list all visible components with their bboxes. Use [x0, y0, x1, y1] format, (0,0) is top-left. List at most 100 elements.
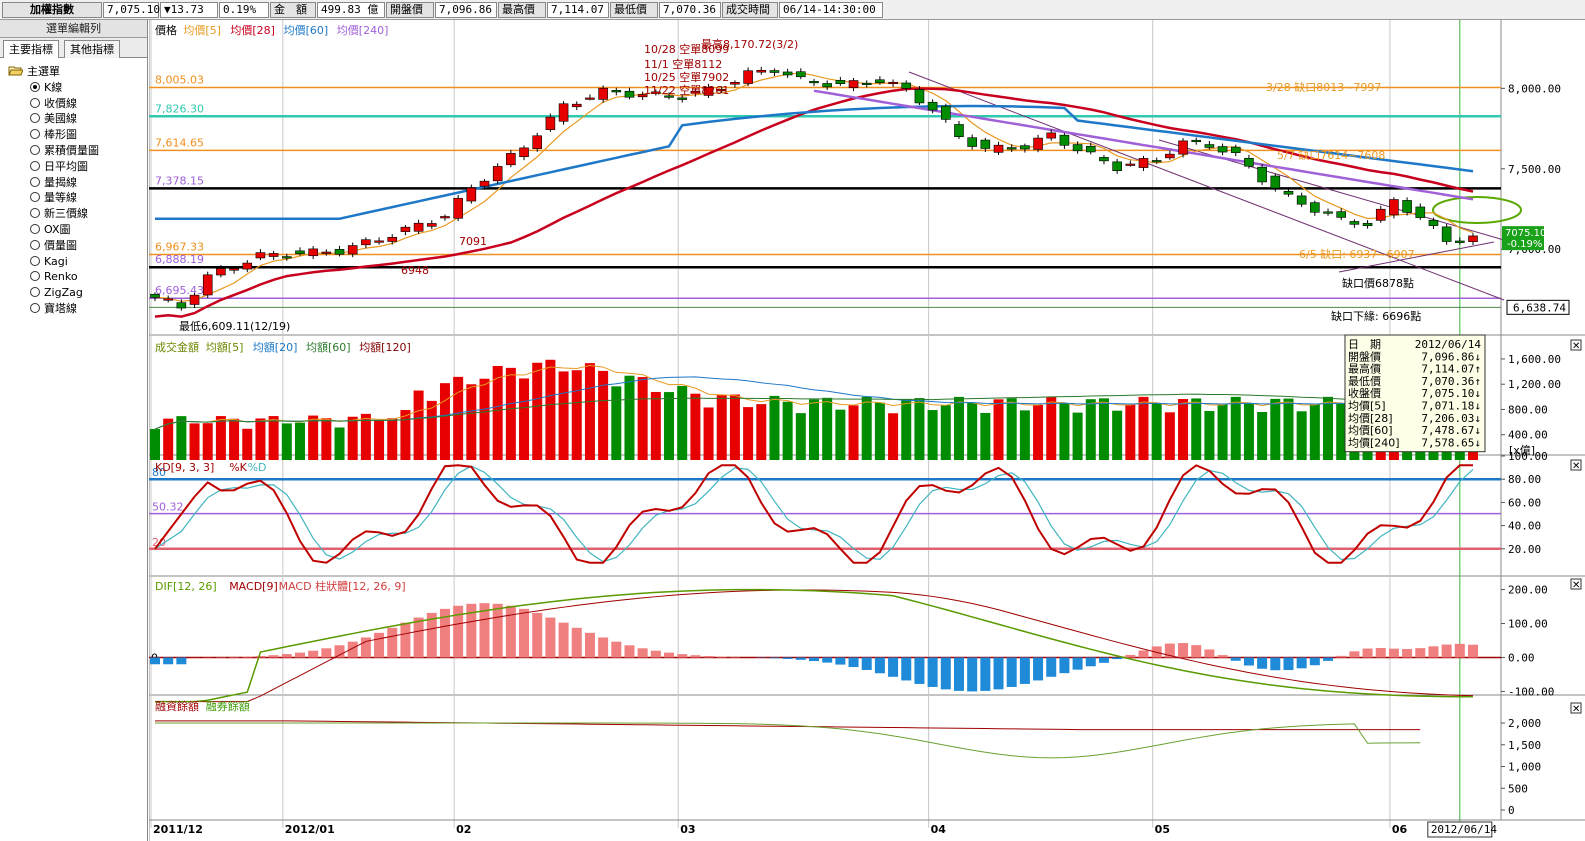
candle-body [809, 81, 819, 84]
radio-icon[interactable] [30, 129, 40, 140]
candle-body [1244, 157, 1254, 167]
candle-body [189, 294, 200, 305]
candle-body [308, 248, 318, 257]
radio-icon[interactable] [30, 302, 40, 313]
menu-item-11[interactable]: Kagi [4, 254, 143, 270]
candle-body [1204, 144, 1215, 148]
radio-icon[interactable] [30, 97, 40, 108]
price-change-pct: 0.19% [219, 2, 269, 18]
menu-item-9[interactable]: OX圖 [4, 222, 143, 238]
anno-7091: 7091 [459, 235, 487, 248]
macd-histogram-bar [1125, 654, 1136, 658]
tooltip-value: 7,478.67↓ [1421, 424, 1481, 437]
candle-body [1033, 137, 1043, 150]
volume-bar [400, 410, 411, 460]
x-tick-label: 03 [680, 823, 695, 836]
macd-histogram-bar [1375, 647, 1386, 658]
menu-item-10[interactable]: 價量圖 [4, 238, 143, 254]
radio-icon[interactable] [30, 208, 40, 219]
volume-bar [1112, 410, 1123, 460]
volume-bar [1006, 398, 1017, 460]
menu-item-0[interactable]: K線 [4, 80, 143, 96]
ma5-line [154, 72, 1474, 303]
macd-histogram-bar [1072, 657, 1083, 670]
radio-icon[interactable] [30, 223, 40, 234]
menu-item-6[interactable]: 量揭線 [4, 175, 143, 191]
candle-body [1072, 144, 1083, 152]
index-name[interactable]: 加權指數 [2, 2, 102, 18]
radio-icon[interactable] [30, 160, 40, 171]
chart-area[interactable]: 8,005.03 7,826.30 7,614.65 7,378.15 6,967.33… [149, 20, 1585, 841]
candle-body [1178, 140, 1188, 155]
radio-icon[interactable] [30, 287, 40, 298]
macd-histogram-bar [334, 645, 345, 658]
y-tick-label: 100.00 [1508, 450, 1548, 463]
anno-high: 最高8,170.72(3/2) [701, 37, 798, 51]
y-tick-label: 1,600.00 [1508, 353, 1561, 366]
tab-other-indicators[interactable]: 其他指標 [64, 40, 120, 58]
trendline-support[interactable] [1338, 241, 1495, 273]
macd-histogram-bar [374, 632, 385, 658]
radio-icon[interactable] [30, 255, 40, 266]
menu-item-8[interactable]: 新三價線 [4, 206, 143, 222]
price-level-label: 6,888.19 [155, 253, 204, 266]
volume-bar [545, 359, 556, 460]
tab-main-indicators[interactable]: 主要指標 [3, 40, 59, 58]
menu-item-1[interactable]: 收價線 [4, 96, 143, 112]
menu-item-4[interactable]: 累積價量圖 [4, 143, 143, 159]
menu-item-12[interactable]: Renko [4, 269, 143, 285]
radio-icon[interactable] [30, 176, 40, 187]
macd-histogram-bar [1349, 651, 1360, 658]
trendline-upper[interactable] [908, 71, 1505, 301]
candle-body [1165, 153, 1175, 159]
volume-bar [809, 399, 819, 460]
radio-icon[interactable] [30, 81, 40, 92]
candle-body [716, 89, 727, 92]
ma60-line [155, 104, 1474, 220]
tooltip-value: 7,206.03↓ [1421, 412, 1481, 425]
candle-body [1283, 190, 1294, 195]
radio-icon[interactable] [30, 192, 40, 203]
last-price-value: 7075.10 [1505, 228, 1546, 239]
volume-bar [1191, 398, 1202, 460]
anno-gap-507: 5/7 缺口7614~7608 [1277, 148, 1385, 162]
candle-body [664, 95, 674, 98]
macd-histogram-bar [584, 632, 595, 658]
macd-histogram-bar [532, 612, 543, 658]
radio-icon[interactable] [30, 113, 40, 124]
radio-icon[interactable] [30, 144, 40, 155]
radio-icon[interactable] [30, 271, 40, 282]
radio-icon[interactable] [30, 239, 40, 250]
menu-item-7[interactable]: 量等線 [4, 190, 143, 206]
menu-item-3[interactable]: 棒形圖 [4, 127, 143, 143]
macd-histogram-bar [400, 622, 411, 658]
last-price-box [1502, 226, 1544, 251]
volume-bar [1178, 399, 1189, 460]
menu-item-2[interactable]: 美國線 [4, 111, 143, 127]
anno-gap-605: 6/5 缺口: 6937~6907 [1299, 247, 1415, 261]
candle-body [347, 245, 358, 255]
close-icon: ✕ [1572, 461, 1580, 472]
y-tick-label: 200.00 [1508, 584, 1548, 597]
macd-histogram-bar [347, 641, 358, 658]
candle-body [1428, 219, 1439, 226]
macd-histogram-bar [571, 627, 582, 658]
volume-bar [150, 429, 160, 460]
menu-item-label: Kagi [44, 254, 68, 268]
price-level-label: 6,967.33 [155, 240, 204, 253]
close-icon: ✕ [1572, 580, 1580, 591]
menu-item-5[interactable]: 日平均圖 [4, 159, 143, 175]
candle-body [558, 103, 569, 122]
macd-histogram-bar [624, 645, 635, 658]
x-axis: 2011/12 2012/01 02 03 04 05 06 2012/06/14 [149, 819, 1501, 838]
volume-bar [927, 410, 938, 460]
menu-item-14[interactable]: 寶塔線 [4, 301, 143, 317]
candle-body [940, 105, 951, 120]
folder-open-icon [8, 66, 23, 76]
menu-item-label: 美國線 [44, 112, 77, 126]
y-tick-label: 80.00 [1508, 473, 1541, 486]
menu-root[interactable]: 主選單 [4, 64, 143, 80]
volume-bar [901, 399, 912, 460]
volume-bar [637, 377, 648, 460]
menu-item-13[interactable]: ZigZag [4, 285, 143, 301]
